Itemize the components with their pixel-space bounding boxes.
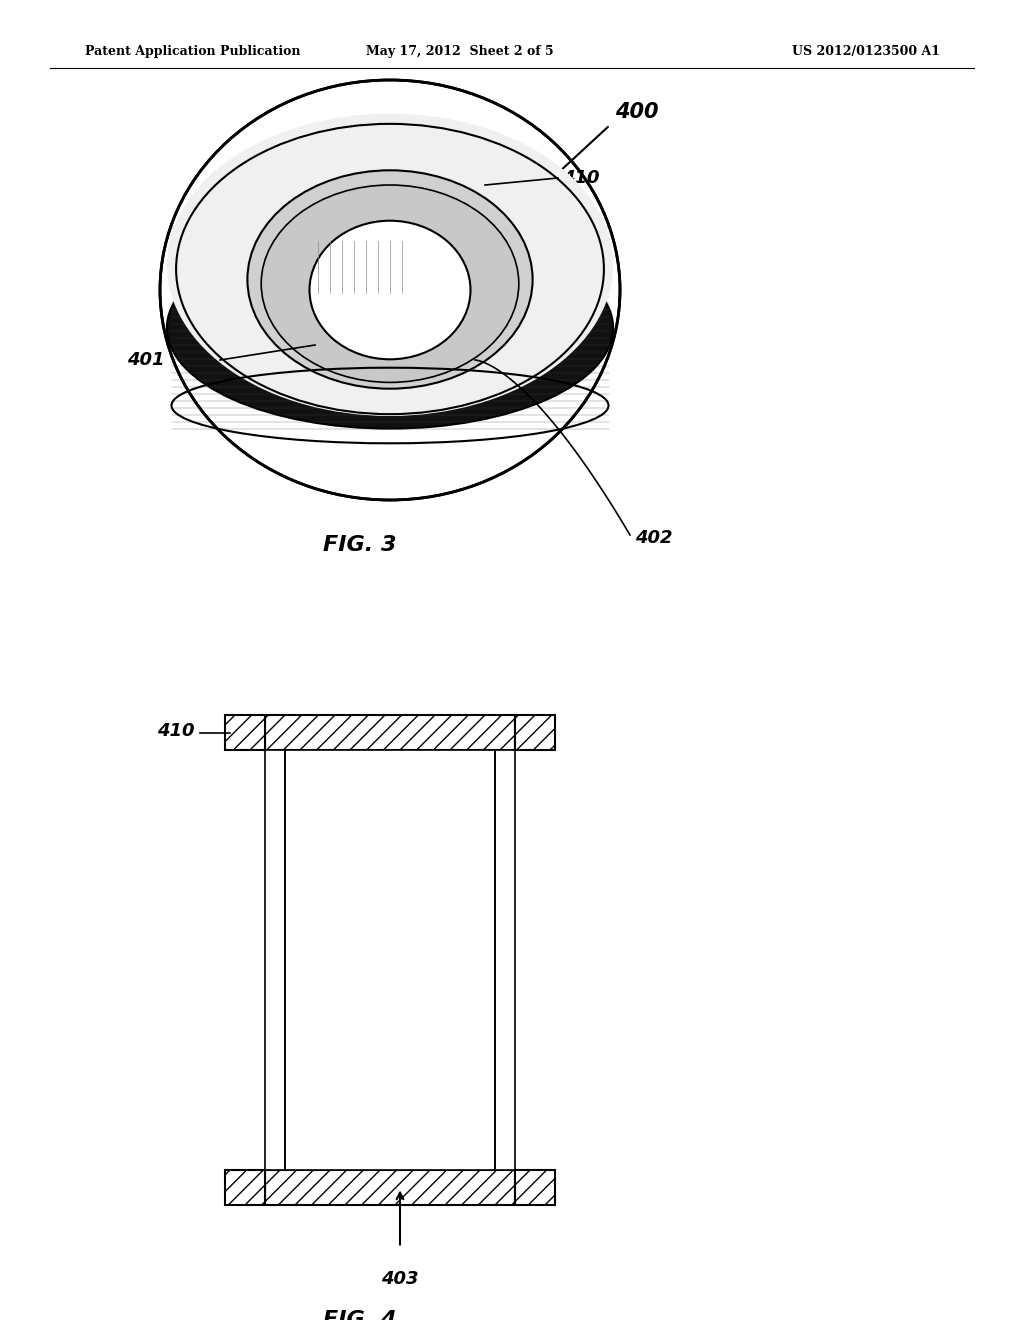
Ellipse shape (167, 227, 613, 429)
Text: 402: 402 (635, 529, 673, 546)
Text: FIG. 4: FIG. 4 (324, 1309, 396, 1320)
Text: 401: 401 (128, 351, 165, 370)
Ellipse shape (160, 81, 620, 500)
Bar (515, 1170, 555, 1205)
Bar (265, 1170, 515, 1205)
Bar (515, 715, 555, 750)
Bar (495, 750, 515, 1170)
Ellipse shape (261, 185, 519, 383)
Bar (285, 750, 495, 1170)
Bar (265, 715, 515, 750)
Text: FIG. 3: FIG. 3 (324, 535, 396, 554)
Ellipse shape (309, 220, 470, 359)
Bar (285, 750, 495, 1170)
Text: May 17, 2012  Sheet 2 of 5: May 17, 2012 Sheet 2 of 5 (367, 45, 554, 58)
Text: Patent Application Publication: Patent Application Publication (85, 45, 300, 58)
Text: 403: 403 (381, 1270, 419, 1287)
Text: US 2012/0123500 A1: US 2012/0123500 A1 (792, 45, 940, 58)
Bar (265, 750, 285, 1170)
Ellipse shape (248, 170, 532, 388)
Bar (225, 1170, 265, 1205)
Text: 410: 410 (562, 169, 599, 187)
Ellipse shape (167, 114, 613, 416)
Bar (225, 715, 265, 750)
Text: 410: 410 (158, 722, 195, 739)
Text: 400: 400 (615, 102, 658, 121)
